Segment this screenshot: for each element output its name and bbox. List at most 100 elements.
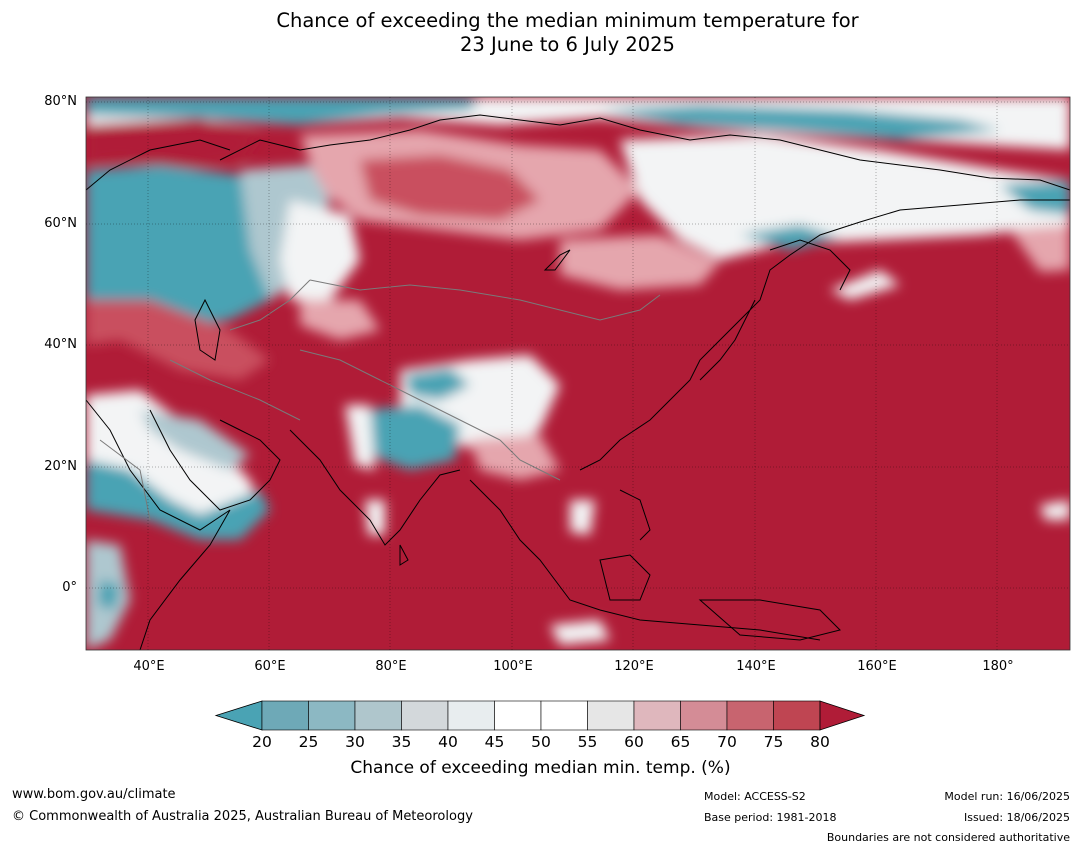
colorbar-bin <box>308 700 356 731</box>
model-name: Model: ACCESS-S2 <box>704 790 806 803</box>
colorbar-bin <box>587 700 635 731</box>
field-region <box>300 300 380 340</box>
map-title: Chance of exceeding the median minimum t… <box>0 9 1081 57</box>
field-region <box>620 135 1070 260</box>
coastline-sri-lanka <box>399 544 409 566</box>
copyright-text: © Commonwealth of Australia 2025, Austra… <box>12 809 473 824</box>
graticule <box>86 97 1070 650</box>
colorbar-bin <box>540 700 588 731</box>
field-region <box>345 405 375 470</box>
colorbar-tick-label: 20 <box>252 733 272 751</box>
boundary-line <box>229 279 311 331</box>
base-period: Base period: 1981-2018 <box>704 811 837 824</box>
colorbar-bin <box>726 700 774 731</box>
colorbar-tick-label: 25 <box>298 733 319 751</box>
lake-baikal <box>543 249 571 271</box>
field-region <box>86 118 260 170</box>
title-line-2: 23 June to 6 July 2025 <box>460 33 675 56</box>
colorbar-tick-label: 75 <box>763 733 784 751</box>
colorbar-tick-label: 40 <box>438 733 458 751</box>
lon-label-160e: 160°E <box>857 659 897 674</box>
lat-label-20n: 20°N <box>44 459 77 474</box>
colorbar-bin <box>773 700 821 731</box>
field-region <box>86 300 270 380</box>
boundary-line <box>99 439 151 521</box>
colorbar-extend-high <box>819 700 866 731</box>
field-region <box>570 500 595 535</box>
field-region <box>280 200 360 300</box>
lon-label-140e: 140°E <box>736 659 776 674</box>
lon-label-120e: 120°E <box>614 659 654 674</box>
colorbar-tick-label: 80 <box>810 733 830 751</box>
coastline-caspian <box>194 298 221 361</box>
field-region <box>365 500 385 535</box>
colorbar-bin <box>261 700 309 731</box>
coastline-borneo <box>599 554 651 601</box>
coastline-scandinavia <box>86 139 231 191</box>
colorbar-bin <box>633 700 681 731</box>
colorbar-label: Chance of exceeding median min. temp. (%… <box>350 758 731 778</box>
field-region <box>830 270 900 300</box>
probability-field <box>86 97 1070 650</box>
issued-date: Issued: 18/06/2025 <box>963 811 1070 824</box>
colorbar-extend-low <box>214 700 263 731</box>
coastlines <box>86 114 1070 650</box>
field-region <box>560 235 720 290</box>
field-region <box>405 368 470 400</box>
coastline-new-guinea <box>698 599 841 641</box>
colorbar-bin <box>354 700 402 731</box>
colorbar-tick-label: 60 <box>624 733 644 751</box>
field-region <box>86 97 480 125</box>
field-region <box>550 620 610 645</box>
colorbar-bin <box>447 700 495 731</box>
boundary-line <box>299 349 501 441</box>
colorbar-bin <box>494 700 542 731</box>
boundary-line <box>309 279 661 321</box>
colorbar-tick-label: 35 <box>391 733 412 751</box>
lat-label-60n: 60°N <box>44 216 77 231</box>
field-region <box>360 155 540 220</box>
field-region <box>98 580 120 610</box>
colorbar-tick-label: 70 <box>717 733 737 751</box>
coastline-africa <box>86 399 231 650</box>
colorbar-tick-label: 45 <box>484 733 505 751</box>
colorbar-bin <box>680 700 728 731</box>
website-link[interactable]: www.bom.gov.au/climate <box>12 787 176 802</box>
boundary-line <box>499 439 561 481</box>
coastline-arctic <box>219 114 1070 191</box>
map-frame <box>85 96 1071 651</box>
model-run-date: Model run: 16/06/2025 <box>944 790 1070 803</box>
country-boundaries <box>99 279 661 521</box>
coastline-india <box>289 429 461 546</box>
colorbar-tick-label: 30 <box>345 733 365 751</box>
coastline-southeast-asia <box>469 479 821 641</box>
field-region <box>600 105 1000 140</box>
colorbar-tick-label: 65 <box>670 733 691 751</box>
lat-label-0: 0° <box>62 580 77 595</box>
title-line-1: Chance of exceeding the median minimum t… <box>276 9 859 32</box>
field-region <box>140 410 250 470</box>
colorbar-tick-label: 50 <box>531 733 551 751</box>
field-region <box>740 225 840 250</box>
lon-label-40e: 40°E <box>133 659 165 674</box>
field-region <box>1010 225 1070 272</box>
coastline-japan <box>699 299 756 381</box>
coastline-philippines <box>619 489 651 541</box>
colorbar-bin <box>401 700 449 731</box>
colorbar-tick-label: 55 <box>577 733 598 751</box>
lon-label-60e: 60°E <box>254 659 286 674</box>
lat-label-80n: 80°N <box>44 94 77 109</box>
lon-label-180: 180° <box>982 659 1014 674</box>
boundaries-disclaimer: Boundaries are not considered authoritat… <box>826 831 1070 844</box>
field-region <box>360 405 460 470</box>
lon-label-80e: 80°E <box>375 659 407 674</box>
boundary-line <box>169 359 301 421</box>
coastline-sea-of-okhotsk <box>769 239 851 291</box>
colorbar <box>214 700 866 731</box>
lat-label-40n: 40°N <box>44 337 77 352</box>
coastline-arabia <box>149 409 281 511</box>
lon-label-100e: 100°E <box>493 659 533 674</box>
field-region <box>1000 180 1070 215</box>
field-region <box>1040 500 1070 520</box>
